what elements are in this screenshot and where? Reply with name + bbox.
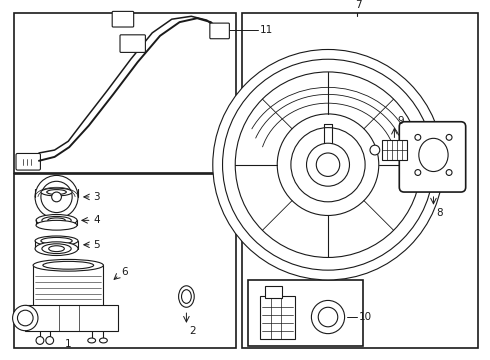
Bar bbox=[242, 13, 478, 348]
Bar bbox=[265, 286, 282, 297]
Ellipse shape bbox=[42, 244, 71, 253]
FancyBboxPatch shape bbox=[112, 12, 134, 27]
Circle shape bbox=[36, 337, 44, 345]
Text: 10: 10 bbox=[359, 312, 372, 322]
Bar bbox=[248, 280, 363, 346]
Ellipse shape bbox=[47, 190, 66, 194]
Circle shape bbox=[213, 49, 443, 280]
Ellipse shape bbox=[88, 338, 96, 343]
Circle shape bbox=[222, 59, 434, 270]
Text: 3: 3 bbox=[94, 192, 100, 202]
Bar bbox=[25, 305, 118, 331]
Ellipse shape bbox=[35, 242, 78, 256]
Circle shape bbox=[13, 305, 38, 331]
Circle shape bbox=[18, 310, 33, 326]
Text: 8: 8 bbox=[437, 208, 443, 217]
Bar bbox=[14, 175, 236, 348]
Circle shape bbox=[415, 134, 421, 140]
Ellipse shape bbox=[49, 246, 64, 252]
Bar bbox=[382, 140, 407, 160]
Circle shape bbox=[446, 134, 452, 140]
Text: 11: 11 bbox=[260, 25, 273, 35]
Circle shape bbox=[312, 301, 344, 334]
Text: 9: 9 bbox=[397, 116, 404, 126]
FancyBboxPatch shape bbox=[16, 153, 40, 170]
Circle shape bbox=[41, 181, 72, 212]
Ellipse shape bbox=[43, 261, 94, 269]
Circle shape bbox=[415, 170, 421, 175]
Ellipse shape bbox=[36, 220, 77, 230]
Text: 5: 5 bbox=[94, 240, 100, 250]
Ellipse shape bbox=[41, 188, 72, 196]
Circle shape bbox=[318, 307, 338, 327]
Bar bbox=[14, 13, 236, 172]
Ellipse shape bbox=[181, 290, 191, 303]
Ellipse shape bbox=[48, 218, 65, 223]
Ellipse shape bbox=[35, 236, 78, 246]
Circle shape bbox=[51, 192, 61, 202]
Circle shape bbox=[316, 153, 340, 176]
Ellipse shape bbox=[419, 138, 448, 171]
Circle shape bbox=[291, 127, 365, 202]
Circle shape bbox=[35, 175, 78, 219]
Ellipse shape bbox=[42, 216, 71, 224]
Circle shape bbox=[46, 337, 53, 345]
Circle shape bbox=[277, 114, 379, 216]
Ellipse shape bbox=[178, 286, 194, 307]
Circle shape bbox=[307, 143, 349, 186]
Ellipse shape bbox=[36, 215, 77, 226]
Ellipse shape bbox=[99, 338, 107, 343]
FancyBboxPatch shape bbox=[210, 23, 229, 39]
Text: 7: 7 bbox=[355, 0, 362, 10]
Text: 4: 4 bbox=[94, 215, 100, 225]
Bar bbox=[33, 265, 103, 306]
Circle shape bbox=[370, 145, 380, 155]
Bar bbox=[260, 296, 295, 338]
Text: 1: 1 bbox=[65, 339, 72, 349]
Circle shape bbox=[235, 72, 421, 257]
Text: 2: 2 bbox=[189, 326, 196, 336]
Ellipse shape bbox=[33, 260, 103, 271]
Ellipse shape bbox=[41, 238, 72, 244]
Circle shape bbox=[446, 170, 452, 175]
FancyBboxPatch shape bbox=[399, 122, 466, 192]
Text: 6: 6 bbox=[121, 267, 127, 277]
FancyBboxPatch shape bbox=[120, 35, 146, 53]
